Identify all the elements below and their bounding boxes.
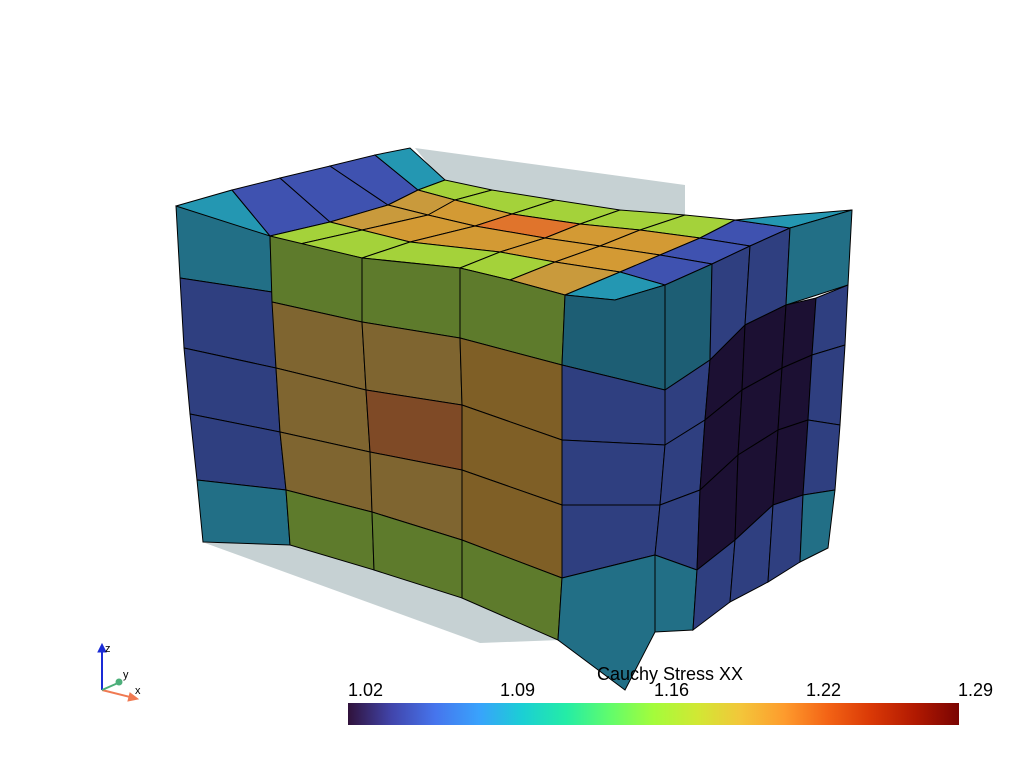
x-axis-arrowhead	[127, 692, 140, 702]
orientation-axes-widget[interactable]: z y x	[92, 640, 152, 710]
colorbar-tick-label: 1.02	[348, 680, 384, 700]
colorbar-title: Cauchy Stress XX	[596, 664, 744, 684]
mesh-side-face	[557, 209, 853, 691]
colorbar-tick-label: 1.09	[500, 680, 536, 700]
colorbar-gradient	[348, 703, 959, 725]
colorbar-tick-label: 1.16	[654, 680, 690, 700]
colorbar-tick-label: 1.22	[806, 680, 842, 700]
x-axis-label: x	[135, 685, 141, 697]
y-axis-arrow	[101, 682, 119, 691]
z-axis-label: z	[105, 643, 111, 655]
colorbar-tick-label: 1.29	[958, 680, 994, 700]
y-axis-arrowhead	[115, 678, 123, 686]
y-axis-label: y	[123, 669, 129, 681]
z-axis-arrowhead	[97, 642, 107, 653]
mesh-front-face	[175, 205, 566, 641]
